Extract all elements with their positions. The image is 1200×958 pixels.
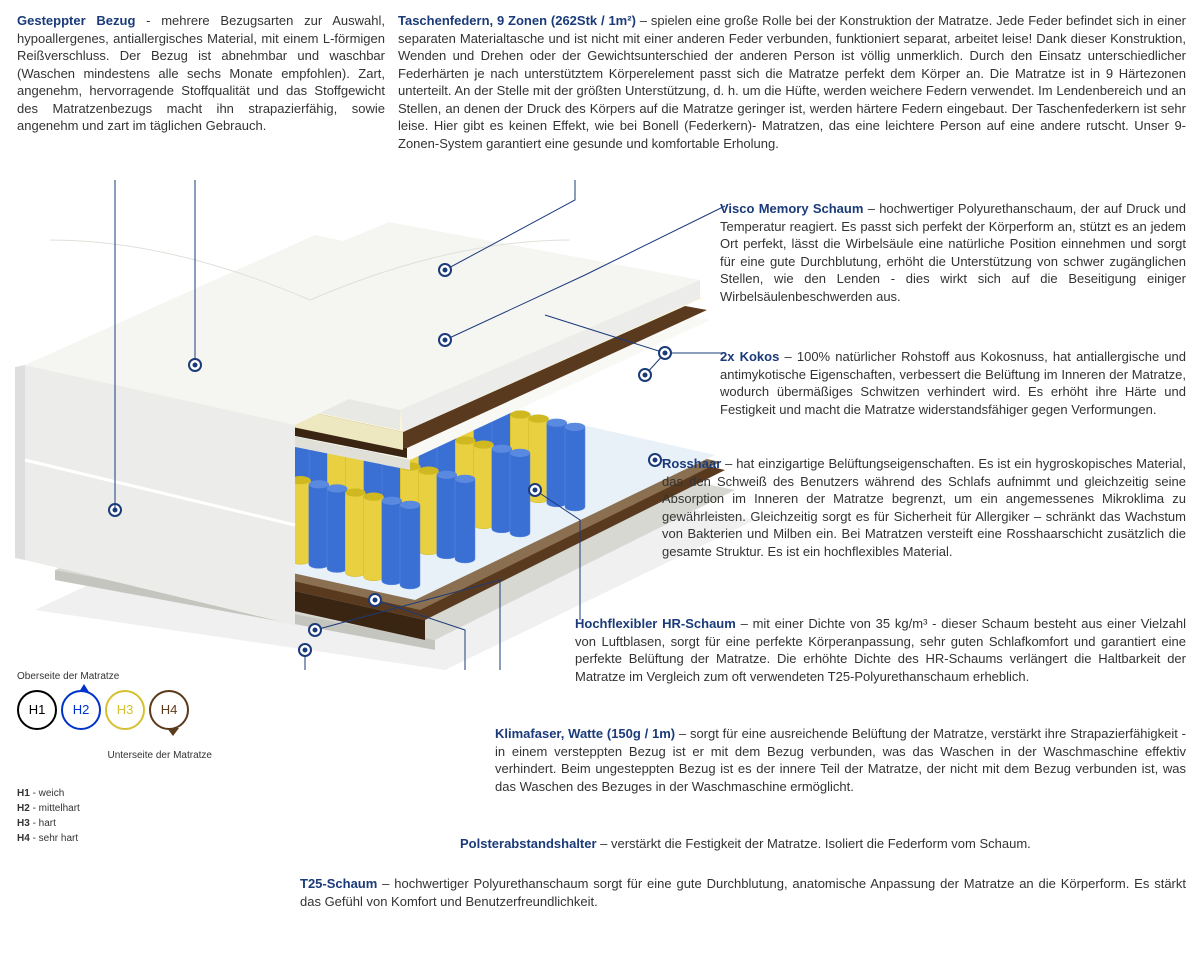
cover-body: - mehrere Bezugsarten zur Auswahl, hypoa… <box>17 13 385 133</box>
section-3: Hochflexibler HR-Schaum – mit einer Dich… <box>575 615 1186 685</box>
hardness-legend: Oberseite der Matratze H1H2H3H4 Untersei… <box>17 670 277 846</box>
section-5: Polsterabstandshalter – verstärkt die Fe… <box>460 835 1186 853</box>
section-title: 2x Kokos <box>720 349 779 364</box>
cover-title: Gesteppter Bezug <box>17 13 135 28</box>
section-title: T25-Schaum <box>300 876 377 891</box>
hardness-circle-h3: H3 <box>105 690 145 730</box>
section-2: Rosshaar – hat einzigartige Belüftungsei… <box>662 455 1186 560</box>
section-body: – verstärkt die Festigkeit der Matratze.… <box>597 836 1031 851</box>
section-1: 2x Kokos – 100% natürlicher Rohstoff aus… <box>720 348 1186 418</box>
arrow-down-icon <box>167 728 179 736</box>
legend-row: H1 - weich <box>17 786 277 801</box>
hardness-circle-h4: H4 <box>149 690 189 730</box>
section-title: Visco Memory Schaum <box>720 201 863 216</box>
mattress-diagram <box>15 180 755 670</box>
section-0: Visco Memory Schaum – hochwertiger Polyu… <box>720 200 1186 305</box>
arrow-up-icon <box>79 684 89 692</box>
section-title: Rosshaar <box>662 456 721 471</box>
legend-row: H3 - hart <box>17 816 277 831</box>
section-title: Hochflexibler HR-Schaum <box>575 616 736 631</box>
springs-body: – spielen eine große Rolle bei der Konst… <box>398 13 1186 151</box>
springs-description: Taschenfedern, 9 Zonen (262Stk / 1m²) – … <box>398 12 1186 152</box>
hardness-circle-h2: H2 <box>61 690 101 730</box>
legend-bottom-label: Unterseite der Matratze <box>17 749 212 763</box>
hardness-circle-h1: H1 <box>17 690 57 730</box>
legend-row: H2 - mittelhart <box>17 801 277 816</box>
cover-description: Gesteppter Bezug - mehrere Bezugsarten z… <box>17 12 385 135</box>
section-6: T25-Schaum – hochwertiger Polyurethansch… <box>300 875 1186 910</box>
section-body: – 100% natürlicher Rohstoff aus Kokosnus… <box>720 349 1186 417</box>
section-title: Klimafaser, Watte (150g / 1m) <box>495 726 675 741</box>
legend-key: H1 - weichH2 - mittelhartH3 - hartH4 - s… <box>17 786 277 846</box>
legend-row: H4 - sehr hart <box>17 831 277 846</box>
legend-top-label: Oberseite der Matratze <box>17 670 277 684</box>
springs-title: Taschenfedern, 9 Zonen (262Stk / 1m²) <box>398 13 636 28</box>
section-4: Klimafaser, Watte (150g / 1m) – sorgt fü… <box>495 725 1186 795</box>
section-body: – hochwertiger Polyurethanschaum sorgt f… <box>300 876 1186 909</box>
section-title: Polsterabstandshalter <box>460 836 597 851</box>
section-body: – hat einzigartige Belüftungseigenschaft… <box>662 456 1186 559</box>
section-body: – hochwertiger Polyurethanschaum, der au… <box>720 201 1186 304</box>
